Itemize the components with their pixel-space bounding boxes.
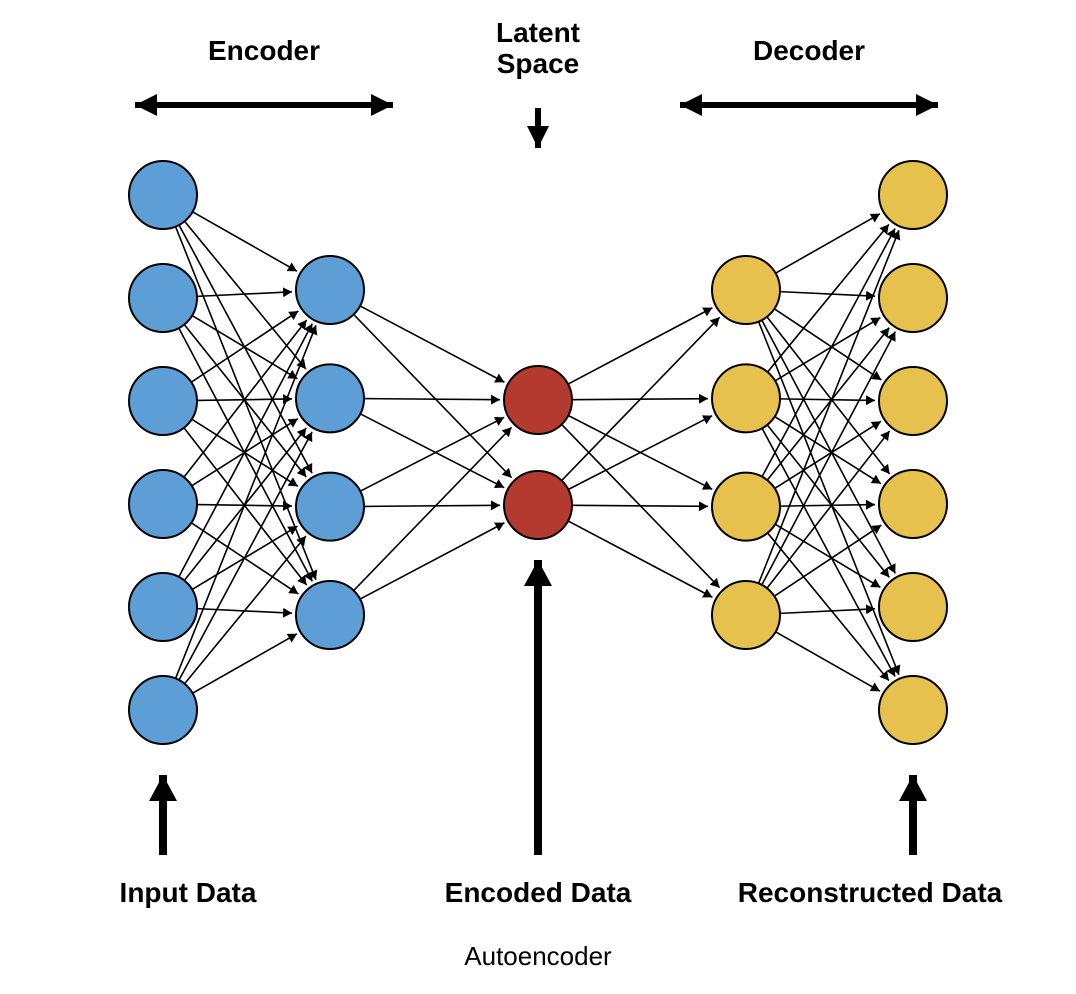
edge: [360, 417, 504, 491]
node-input-2: [129, 367, 197, 435]
edge: [762, 320, 895, 573]
node-input-0: [129, 161, 197, 229]
node-output-2: [879, 367, 947, 435]
node-enc_hid-2: [296, 473, 364, 541]
label-encoded: Encoded Data: [445, 877, 632, 908]
edge: [775, 318, 880, 381]
label-caption: Autoencoder: [464, 941, 612, 971]
edge: [776, 214, 880, 273]
edge: [191, 311, 298, 382]
node-enc_hid-3: [296, 581, 364, 649]
node-output-5: [879, 676, 947, 744]
edge: [572, 505, 708, 506]
node-enc_hid-1: [296, 364, 364, 432]
label-reconstructed: Reconstructed Data: [738, 877, 1003, 908]
node-dec_hid-2: [712, 473, 780, 541]
node-output-1: [879, 264, 947, 332]
edge: [364, 399, 500, 400]
edge: [568, 308, 712, 384]
edge: [762, 428, 895, 676]
edge: [179, 225, 312, 473]
node-input-1: [129, 264, 197, 332]
edge: [197, 292, 292, 297]
label-decoder: Decoder: [753, 35, 865, 66]
node-input-3: [129, 470, 197, 538]
node-input-5: [129, 676, 197, 744]
label-latent: LatentSpace: [496, 17, 580, 79]
node-dec_hid-3: [712, 581, 780, 649]
node-output-3: [879, 470, 947, 538]
edge: [762, 332, 895, 585]
node-output-0: [879, 161, 947, 229]
edge: [780, 399, 875, 401]
label-encoder: Encoder: [208, 35, 320, 66]
edge: [179, 432, 312, 680]
node-input-4: [129, 573, 197, 641]
edge: [193, 212, 297, 271]
node-dec_hid-1: [712, 364, 780, 432]
edge: [568, 521, 712, 597]
node-enc_hid-0: [296, 256, 364, 324]
edge: [360, 414, 504, 488]
label-input: Input Data: [120, 877, 257, 908]
edge: [780, 505, 875, 507]
node-latent-1: [504, 471, 572, 539]
edge: [193, 634, 297, 693]
node-latent-0: [504, 366, 572, 434]
edge: [179, 328, 312, 581]
edge: [776, 632, 880, 691]
edge: [762, 228, 895, 476]
edge: [179, 324, 312, 577]
node-output-4: [879, 573, 947, 641]
node-dec_hid-0: [712, 256, 780, 324]
edge: [364, 505, 500, 506]
edge: [775, 524, 880, 587]
